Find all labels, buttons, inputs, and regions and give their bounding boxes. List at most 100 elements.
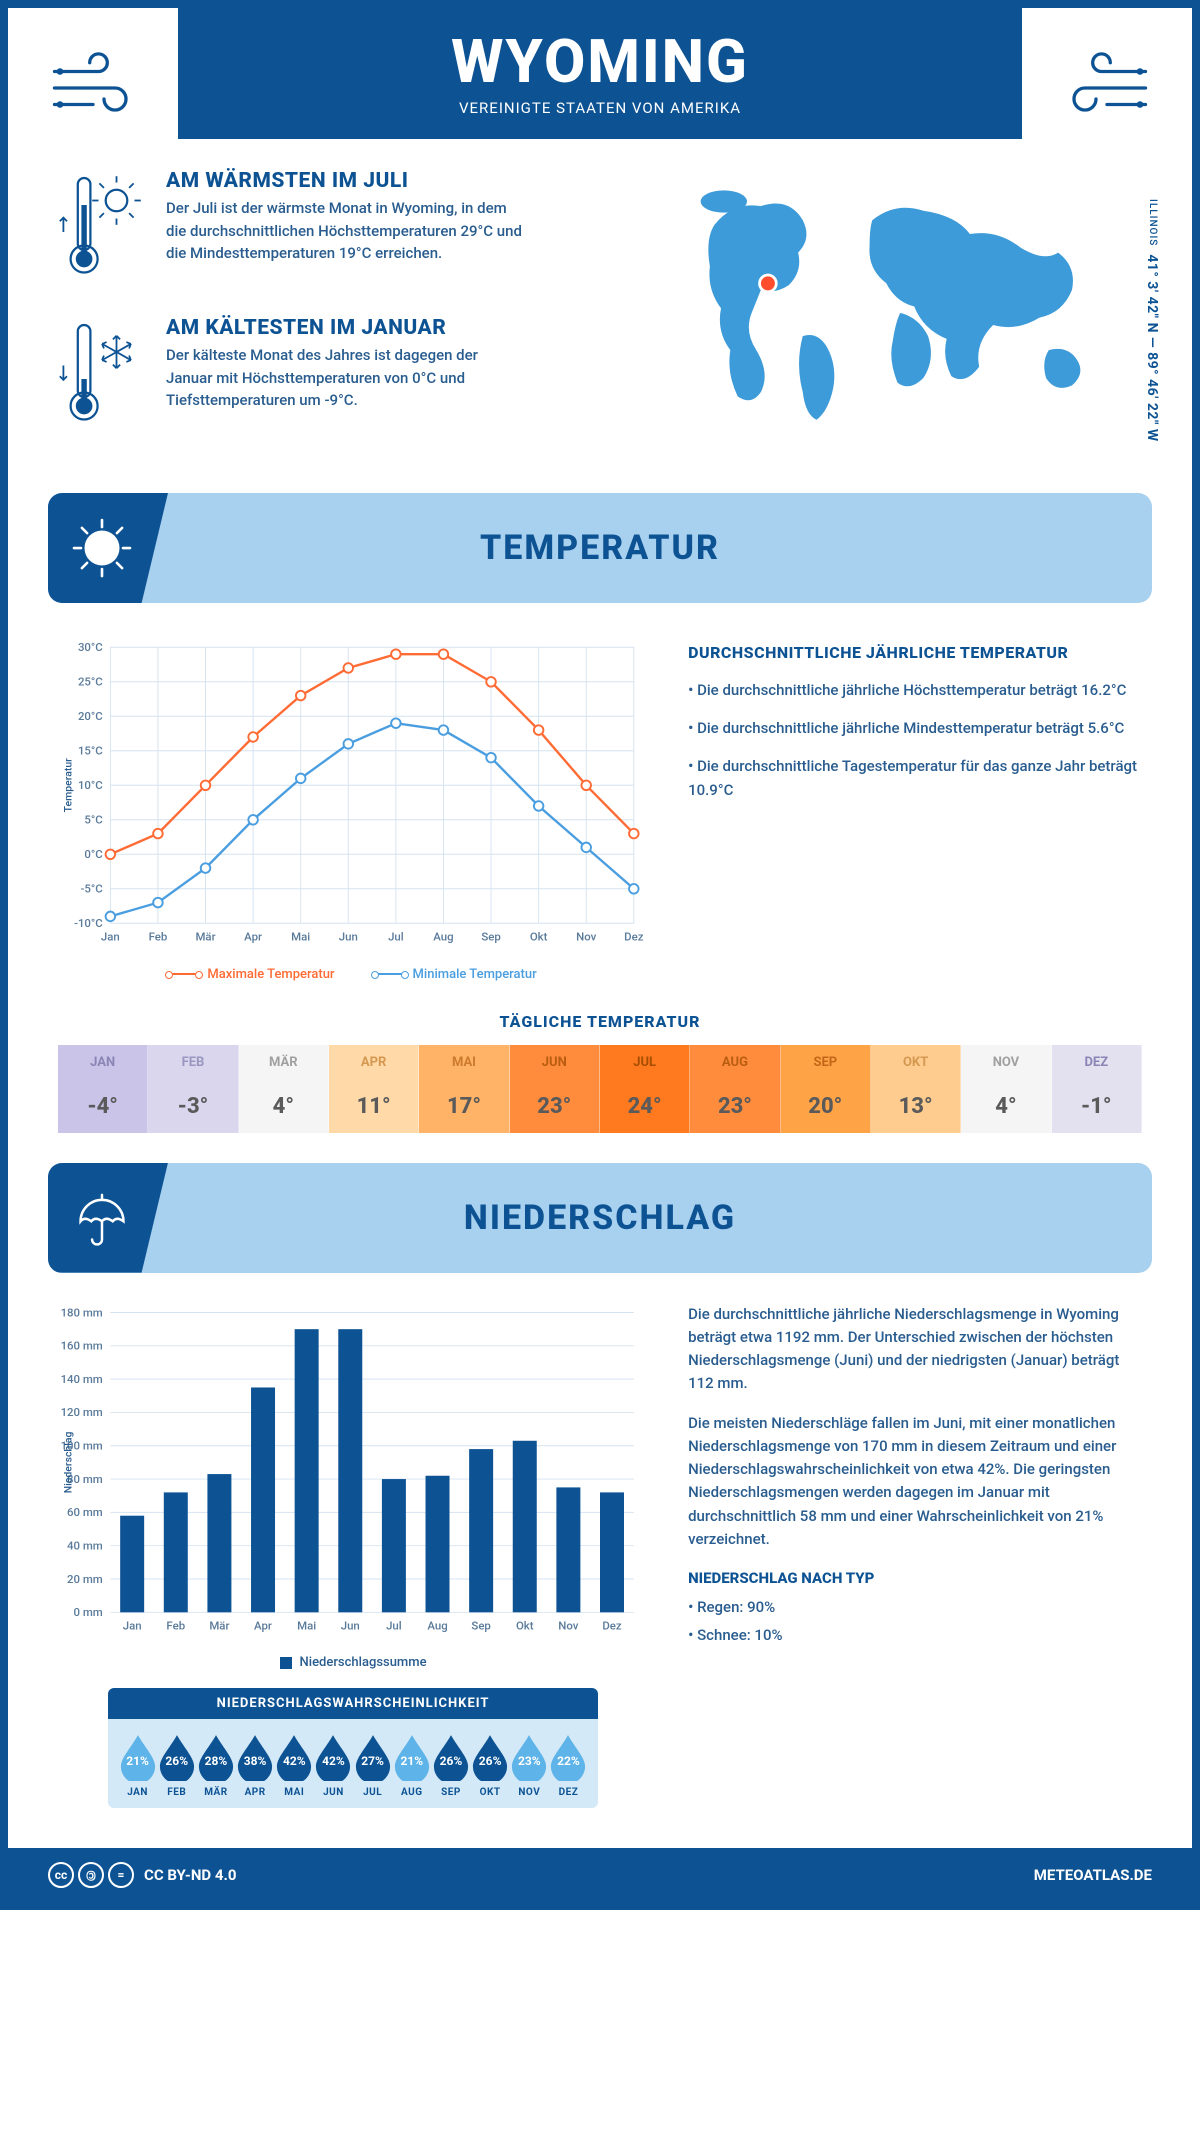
probability-drop: 42% MAI <box>275 1733 314 1798</box>
precipitation-stats: Die durchschnittliche jährliche Niedersc… <box>688 1303 1142 1839</box>
svg-text:Sep: Sep <box>471 1618 490 1632</box>
svg-text:-10°C: -10°C <box>74 916 103 930</box>
svg-text:Nov: Nov <box>558 1618 578 1632</box>
precipitation-title: NIEDERSCHLAG <box>464 1198 736 1238</box>
probability-drop: 38% APR <box>236 1733 275 1798</box>
svg-text:140 mm: 140 mm <box>61 1372 103 1386</box>
probability-drop: 26% FEB <box>157 1733 196 1798</box>
daily-cell: FEB -3° <box>148 1045 238 1133</box>
svg-text:Jun: Jun <box>341 1618 360 1632</box>
probability-drop: 26% OKT <box>471 1733 510 1798</box>
thermometer-snow-icon <box>58 316 148 437</box>
header: WYOMING VEREINIGTE STAATEN VON AMERIKA <box>8 8 1192 139</box>
coordinates: ILLINOIS 41° 3' 42" N — 89° 46' 22" W <box>1144 199 1160 442</box>
daily-temperature-table: JAN -4° FEB -3° MÄR 4° APR 11° MAI 17° J… <box>58 1045 1142 1133</box>
daily-temperature-title: TÄGLICHE TEMPERATUR <box>8 1012 1192 1031</box>
cc-icons: cc🄯= <box>48 1862 134 1888</box>
svg-text:Feb: Feb <box>166 1618 185 1632</box>
site-label: METEOATLAS.DE <box>1034 1866 1152 1884</box>
daily-cell: JUN 23° <box>510 1045 600 1133</box>
warmest-text: Der Juli ist der wärmste Monat in Wyomin… <box>166 197 526 265</box>
probability-drop: 28% MÄR <box>196 1733 235 1798</box>
wind-decoration-right <box>1022 8 1192 168</box>
footer: cc🄯= CC BY-ND 4.0 METEOATLAS.DE <box>8 1848 1192 1902</box>
svg-text:120 mm: 120 mm <box>61 1405 103 1419</box>
daily-cell: OKT 13° <box>871 1045 961 1133</box>
svg-text:Dez: Dez <box>602 1618 622 1632</box>
daily-cell: SEP 20° <box>781 1045 871 1133</box>
svg-text:Aug: Aug <box>433 929 453 943</box>
probability-drop: 42% JUN <box>314 1733 353 1798</box>
svg-text:30°C: 30°C <box>78 640 103 654</box>
svg-text:Okt: Okt <box>516 1618 534 1632</box>
daily-cell: JAN -4° <box>58 1045 148 1133</box>
svg-text:Dez: Dez <box>624 929 644 943</box>
temperature-legend: Maximale Temperatur Minimale Temperatur <box>58 967 648 982</box>
probability-drop: 21% AUG <box>392 1733 431 1798</box>
daily-cell: APR 11° <box>329 1045 419 1133</box>
svg-text:0°C: 0°C <box>84 847 103 861</box>
svg-text:160 mm: 160 mm <box>61 1338 103 1352</box>
svg-text:15°C: 15°C <box>78 744 103 758</box>
warmest-block: AM WÄRMSTEN IM JULI Der Juli ist der wär… <box>58 169 610 290</box>
svg-text:Apr: Apr <box>244 929 262 943</box>
daily-cell: NOV 4° <box>961 1045 1051 1133</box>
daily-cell: MÄR 4° <box>239 1045 329 1133</box>
svg-text:Jun: Jun <box>339 929 358 943</box>
license-label: CC BY-ND 4.0 <box>144 1866 236 1884</box>
probability-drop: 21% JAN <box>118 1733 157 1798</box>
svg-text:0 mm: 0 mm <box>74 1605 103 1619</box>
svg-text:20°C: 20°C <box>78 709 103 723</box>
svg-text:40 mm: 40 mm <box>67 1538 103 1552</box>
svg-text:Mai: Mai <box>297 1618 316 1632</box>
svg-text:Jan: Jan <box>101 929 120 943</box>
daily-cell: DEZ -1° <box>1052 1045 1142 1133</box>
svg-text:-5°C: -5°C <box>81 882 104 896</box>
svg-text:60 mm: 60 mm <box>67 1505 103 1519</box>
probability-drop: 22% DEZ <box>549 1733 588 1798</box>
precipitation-bar-chart: 0 mm20 mm40 mm60 mm80 mm100 mm120 mm140 … <box>58 1303 648 1839</box>
svg-text:Feb: Feb <box>149 929 168 943</box>
svg-text:Mär: Mär <box>209 1618 229 1632</box>
svg-text:Jan: Jan <box>123 1618 142 1632</box>
map-marker <box>760 275 777 292</box>
svg-text:Jul: Jul <box>386 1618 402 1632</box>
svg-text:Aug: Aug <box>427 1618 447 1632</box>
umbrella-icon <box>48 1163 168 1273</box>
svg-text:Mär: Mär <box>195 929 215 943</box>
svg-text:Apr: Apr <box>254 1618 272 1632</box>
svg-text:180 mm: 180 mm <box>61 1305 103 1319</box>
sun-icon <box>48 493 168 603</box>
probability-drop: 23% NOV <box>510 1733 549 1798</box>
daily-cell: JUL 24° <box>600 1045 690 1133</box>
warmest-title: AM WÄRMSTEN IM JULI <box>166 169 526 193</box>
coldest-block: AM KÄLTESTEN IM JANUAR Der kälteste Mona… <box>58 316 610 437</box>
intro-section: AM WÄRMSTEN IM JULI Der Juli ist der wär… <box>8 139 1192 473</box>
svg-text:Jul: Jul <box>388 929 404 943</box>
svg-text:Mai: Mai <box>291 929 310 943</box>
page-title: WYOMING <box>8 26 1192 97</box>
daily-cell: AUG 23° <box>690 1045 780 1133</box>
temperature-title: TEMPERATUR <box>480 528 720 568</box>
wind-decoration-left <box>8 8 178 168</box>
svg-text:25°C: 25°C <box>78 675 103 689</box>
temperature-stats: DURCHSCHNITTLICHE JÄHRLICHE TEMPERATUR •… <box>688 633 1142 982</box>
daily-cell: MAI 17° <box>419 1045 509 1133</box>
coldest-title: AM KÄLTESTEN IM JANUAR <box>166 316 526 340</box>
coldest-text: Der kälteste Monat des Jahres ist dagege… <box>166 344 526 412</box>
svg-text:5°C: 5°C <box>84 813 103 827</box>
temperature-line-chart: -10°C -5°C 0°C 5°C 10°C 15°C 20°C 25°C 30°C Jan Fe… <box>58 633 648 982</box>
svg-text:Niederschlag: Niederschlag <box>61 1431 74 1493</box>
probability-drop: 26% SEP <box>431 1733 470 1798</box>
precipitation-section-header: NIEDERSCHLAG <box>48 1163 1152 1273</box>
svg-text:20 mm: 20 mm <box>67 1571 103 1585</box>
svg-text:Temperatur: Temperatur <box>61 758 74 813</box>
probability-drop: 27% JUL <box>353 1733 392 1798</box>
svg-text:Nov: Nov <box>576 929 596 943</box>
world-map <box>640 169 1142 429</box>
temperature-section-header: TEMPERATUR <box>48 493 1152 603</box>
svg-text:Sep: Sep <box>481 929 500 943</box>
page-subtitle: VEREINIGTE STAATEN VON AMERIKA <box>8 99 1192 117</box>
svg-text:10°C: 10°C <box>78 778 103 792</box>
page-frame: WYOMING VEREINIGTE STAATEN VON AMERIKA A… <box>0 0 1200 1910</box>
